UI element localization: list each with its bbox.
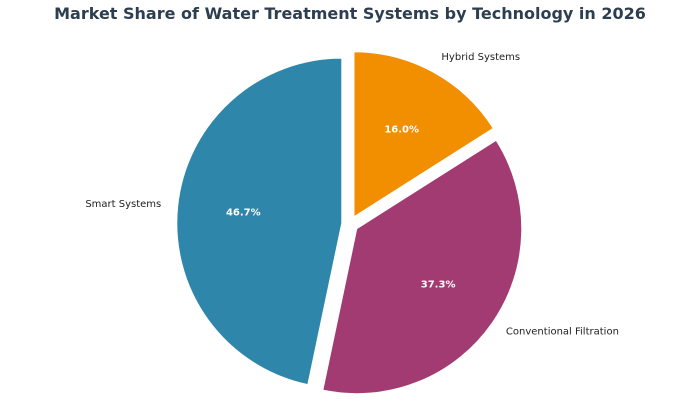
pct-label-conventional-filtration: 37.3% xyxy=(421,280,456,291)
pie-slice-hybrid-systems xyxy=(353,51,494,218)
slice-label-smart-systems: Smart Systems xyxy=(85,199,161,210)
slices-layer xyxy=(176,51,523,395)
chart-title: Market Share of Water Treatment Systems … xyxy=(54,4,646,23)
pct-label-hybrid-systems: 16.0% xyxy=(384,125,419,136)
pie-slice-smart-systems xyxy=(176,57,343,386)
labels-layer: 16.0% Hybrid Systems 37.3% Conventional Fil… xyxy=(85,52,619,337)
slice-label-conventional-filtration: Conventional Filtration xyxy=(506,327,619,338)
pie-slice-conventional-filtration xyxy=(322,139,523,395)
pct-label-smart-systems: 46.7% xyxy=(226,207,261,218)
slice-label-hybrid-systems: Hybrid Systems xyxy=(441,52,520,63)
